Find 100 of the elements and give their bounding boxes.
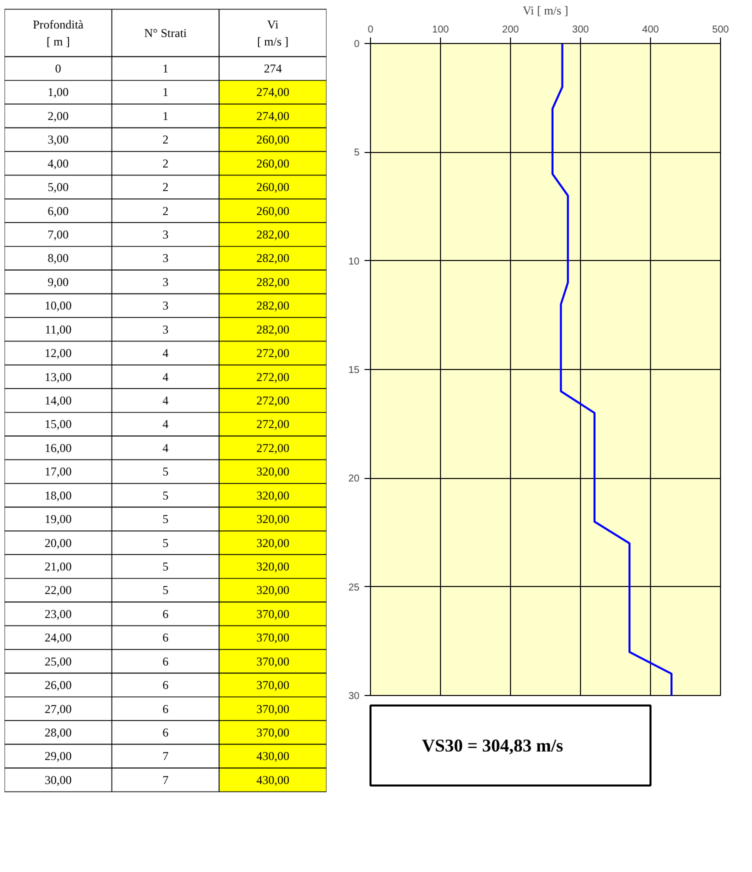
- text: 18,00: [44, 488, 72, 502]
- text: 0: [55, 62, 62, 76]
- text: 320,00: [256, 559, 290, 574]
- text: 370,00: [256, 702, 290, 716]
- text: 24,00: [44, 630, 72, 645]
- text: 4: [162, 346, 168, 360]
- text: 4: [162, 440, 168, 455]
- text: 6: [162, 678, 168, 692]
- y-tick-label: 25: [348, 582, 360, 594]
- text: 320,00: [256, 488, 290, 502]
- text: 4: [162, 370, 168, 384]
- text: 430,00: [256, 772, 290, 787]
- text: 14,00: [44, 394, 72, 408]
- text: 5: [162, 488, 168, 502]
- text: 8,00: [48, 251, 69, 266]
- text: 320,00: [256, 536, 290, 550]
- x-tick-label: 200: [502, 24, 520, 36]
- text: 20,00: [44, 536, 72, 550]
- text: N° Strati: [144, 26, 188, 40]
- text: 3: [162, 251, 168, 266]
- text: 21,00: [44, 559, 72, 574]
- text: 2: [162, 156, 168, 170]
- text: 3: [162, 228, 168, 242]
- text: 23,00: [44, 606, 72, 621]
- text: 29,00: [44, 749, 72, 764]
- text: 19,00: [44, 512, 72, 526]
- text: 5: [162, 464, 168, 479]
- line-series: [552, 44, 672, 696]
- text: 282,00: [256, 251, 290, 266]
- text: 260,00: [256, 180, 290, 194]
- x-axis-title: Vi [ m/s ]: [522, 4, 568, 18]
- text: 22,00: [44, 583, 72, 598]
- text: 27,00: [44, 702, 72, 716]
- y-tick-label: 15: [348, 365, 360, 376]
- text: 17,00: [44, 464, 72, 479]
- text: 3,00: [48, 132, 69, 147]
- text: 282,00: [256, 228, 290, 242]
- text: 5: [162, 583, 168, 598]
- text: 370,00: [256, 678, 290, 692]
- text: 16,00: [44, 440, 72, 455]
- text: 4,00: [48, 156, 69, 170]
- text: 6: [162, 654, 168, 668]
- x-tick-label: 400: [642, 24, 660, 36]
- text: 11,00: [44, 322, 72, 336]
- text: 2: [162, 132, 168, 147]
- text: 2,00: [48, 108, 69, 123]
- text: 30,00: [44, 772, 72, 787]
- text: 272,00: [256, 346, 290, 360]
- text: 4: [162, 394, 168, 408]
- text: 5: [162, 559, 168, 574]
- y-tick-label: 5: [354, 148, 360, 159]
- text: 370,00: [256, 654, 290, 668]
- text: 28,00: [44, 725, 72, 740]
- text: 7: [162, 772, 168, 787]
- text: 370,00: [256, 606, 290, 621]
- text: 282,00: [256, 298, 290, 313]
- x-tick-label: 0: [368, 24, 374, 36]
- text: 282,00: [256, 322, 290, 336]
- text: 370,00: [256, 725, 290, 740]
- text: 272,00: [256, 370, 290, 384]
- text: 2: [162, 180, 168, 194]
- text: 6: [162, 702, 168, 716]
- text: 6: [162, 606, 168, 621]
- text: 5: [162, 512, 168, 526]
- y-tick-label: 10: [348, 256, 360, 268]
- text: 25,00: [44, 654, 72, 668]
- text: 272,00: [256, 417, 290, 432]
- text: 6: [162, 630, 168, 645]
- text: 274,00: [256, 85, 290, 100]
- text: 1: [162, 108, 168, 123]
- x-tick-label: 100: [432, 24, 450, 36]
- text: 272,00: [256, 394, 290, 408]
- text: 260,00: [256, 156, 290, 170]
- text: Profondità [ m ]: [32, 18, 84, 48]
- y-tick-label: 20: [348, 474, 360, 485]
- text: 5,00: [48, 180, 69, 194]
- text: 320,00: [256, 583, 290, 598]
- text: 15,00: [44, 417, 72, 432]
- y-tick-label: 0: [354, 39, 360, 50]
- text: 6,00: [48, 204, 69, 218]
- x-tick-label: 300: [572, 24, 590, 36]
- text: 274: [264, 62, 282, 76]
- text: 5: [162, 536, 168, 550]
- text: 7,00: [48, 228, 69, 242]
- text: 4: [162, 417, 168, 432]
- text: 430,00: [256, 749, 290, 764]
- text: 1: [162, 85, 168, 100]
- text: 260,00: [256, 132, 290, 147]
- x-tick-label: 500: [712, 24, 730, 36]
- text: 274,00: [256, 108, 290, 123]
- text: 1: [162, 62, 168, 76]
- text: 10,00: [44, 298, 72, 313]
- text: 282,00: [256, 274, 290, 289]
- text: 6: [162, 725, 168, 740]
- y-tick-label: 30: [348, 691, 360, 702]
- text: 3: [162, 298, 168, 313]
- text: 1,00: [48, 85, 69, 100]
- text: 26,00: [44, 678, 72, 692]
- text: 2: [162, 204, 168, 218]
- text: 13,00: [44, 370, 72, 384]
